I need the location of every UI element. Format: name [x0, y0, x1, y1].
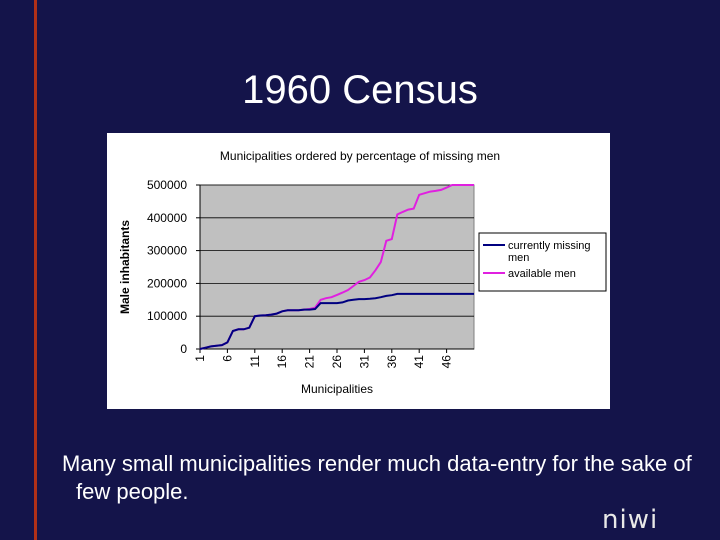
x-tick-label: 6 [220, 355, 234, 362]
chart-panel: Municipalities ordered by percentage of … [107, 133, 610, 409]
y-tick-label: 0 [180, 342, 187, 356]
x-tick-label: 1 [193, 355, 207, 362]
niwi-logo: niwi [602, 505, 659, 535]
y-tick-label: 200000 [147, 276, 187, 290]
legend-box [478, 232, 607, 292]
x-tick-label: 11 [248, 355, 262, 368]
slide-caption: Many small municipalities render much da… [62, 451, 692, 504]
slide-title: 1960 Census [242, 68, 478, 112]
x-tick-label: 41 [412, 355, 426, 369]
x-axis-label: Municipalities [301, 382, 373, 396]
y-axis-label: Male inhabitants [118, 220, 132, 314]
plot-area [199, 184, 475, 350]
y-tick-label: 500000 [147, 178, 187, 192]
x-tick-label: 26 [330, 355, 344, 369]
line-chart: Municipalities ordered by percentage of … [118, 149, 607, 396]
chart-title: Municipalities ordered by percentage of … [220, 149, 500, 163]
series-line-currently-missing-men [199, 292, 474, 350]
y-tick-label: 300000 [147, 244, 187, 258]
x-tick-label: 46 [440, 355, 454, 369]
accent-rule [34, 0, 37, 540]
x-tick-label: 16 [275, 355, 289, 369]
x-tick-label: 21 [303, 355, 317, 369]
y-tick-label: 100000 [147, 309, 187, 323]
x-tick-label: 31 [357, 355, 371, 369]
x-tick-label: 36 [385, 355, 399, 369]
legend-label: available men [508, 268, 576, 280]
y-tick-label: 400000 [147, 211, 187, 225]
legend-label: currently missing [508, 240, 591, 252]
legend-label-cont: men [508, 252, 529, 264]
